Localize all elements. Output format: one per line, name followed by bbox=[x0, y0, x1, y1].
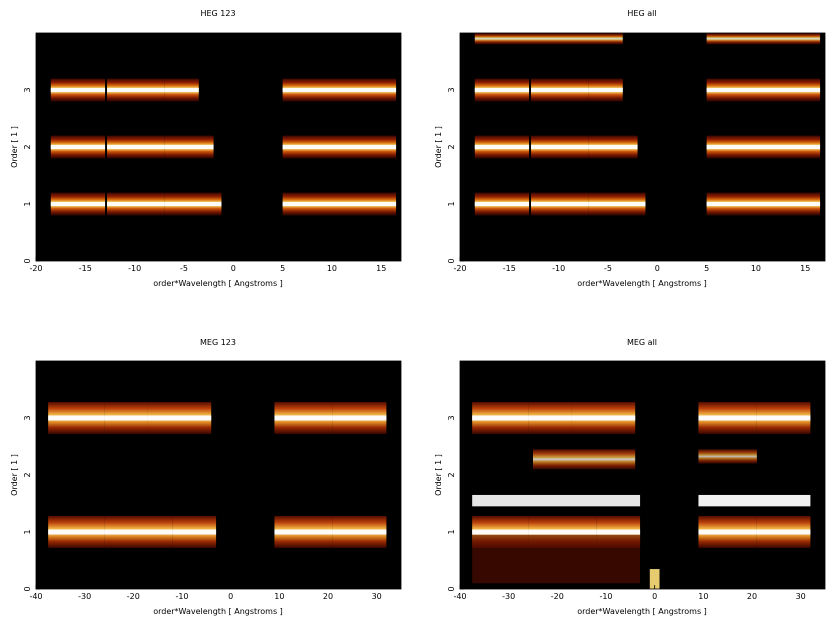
x-tick-label: -5 bbox=[604, 264, 612, 273]
y-tick-label: 3 bbox=[23, 87, 32, 92]
y-tick-label: 1 bbox=[447, 529, 456, 534]
y-tick-label: 1 bbox=[23, 201, 32, 206]
panel-heg-123: HEG 123 -20 -15 -10 -5 0 5 10 15 0 1 2 3 order*Wave… bbox=[10, 9, 402, 288]
y-axis-label: Order [ 1 ] bbox=[434, 126, 443, 168]
x-axis-label: order*Wavelength [ Angstroms ] bbox=[153, 607, 283, 616]
spectral-segment bbox=[698, 449, 757, 464]
x-tick-label: -20 bbox=[29, 264, 42, 273]
image-background bbox=[36, 361, 401, 589]
x-tick-label: 10 bbox=[327, 264, 337, 273]
x-tick-label: 20 bbox=[323, 592, 333, 601]
x-tick-label: -20 bbox=[453, 264, 466, 273]
y-tick-label: 0 bbox=[23, 586, 32, 591]
x-tick-label: -10 bbox=[128, 264, 141, 273]
y-tick-label: 0 bbox=[447, 258, 456, 263]
spectral-segment bbox=[472, 494, 641, 507]
y-tick-label: 3 bbox=[447, 87, 456, 92]
x-tick-label: -40 bbox=[29, 592, 42, 601]
y-tick-label: 1 bbox=[447, 201, 456, 206]
x-tick-label: -10 bbox=[552, 264, 565, 273]
x-tick-label: 15 bbox=[376, 264, 386, 273]
x-axis-label: order*Wavelength [ Angstroms ] bbox=[577, 279, 707, 288]
x-axis-label: order*Wavelength [ Angstroms ] bbox=[153, 279, 283, 288]
y-axis-label: Order [ 1 ] bbox=[10, 126, 19, 168]
x-tick-label: 10 bbox=[274, 592, 284, 601]
y-tick-label: 1 bbox=[23, 529, 32, 534]
y-tick-label: 0 bbox=[447, 586, 456, 591]
x-tick-label: -30 bbox=[502, 592, 515, 601]
x-tick-label: -15 bbox=[79, 264, 92, 273]
x-tick-label: -10 bbox=[175, 592, 188, 601]
y-tick-label: 3 bbox=[447, 415, 456, 420]
chart-title: MEG 123 bbox=[200, 338, 236, 347]
x-tick-label: 20 bbox=[747, 592, 757, 601]
chart-title: MEG all bbox=[627, 338, 657, 347]
x-tick-label: 30 bbox=[796, 592, 806, 601]
spectral-segment bbox=[706, 33, 821, 45]
x-tick-label: -30 bbox=[78, 592, 91, 601]
x-tick-label: 0 bbox=[652, 592, 657, 601]
spectral-segment bbox=[472, 534, 641, 584]
spectral-segment bbox=[698, 494, 811, 507]
y-tick-label: 2 bbox=[447, 144, 456, 149]
x-tick-label: 0 bbox=[231, 264, 236, 273]
x-tick-label: 0 bbox=[228, 592, 233, 601]
x-tick-label: 5 bbox=[704, 264, 709, 273]
x-tick-label: -5 bbox=[180, 264, 188, 273]
panel-heg-all: HEG all -20 -15 -10 -5 0 5 10 15 0 1 2 3 order*Wave… bbox=[434, 9, 826, 288]
chart-title: HEG 123 bbox=[200, 9, 235, 18]
spectral-segment bbox=[533, 449, 636, 470]
x-tick-label: 15 bbox=[800, 264, 810, 273]
x-tick-label: 5 bbox=[280, 264, 285, 273]
spectral-segment bbox=[474, 33, 623, 45]
x-tick-label: -15 bbox=[503, 264, 516, 273]
x-tick-label: -20 bbox=[551, 592, 564, 601]
y-tick-label: 0 bbox=[23, 258, 32, 263]
y-tick-label: 2 bbox=[23, 144, 32, 149]
x-tick-label: 10 bbox=[698, 592, 708, 601]
panel-meg-all: MEG all -40 -30 -20 -10 0 10 20 30 0 1 2 3 order*Wa… bbox=[434, 338, 826, 616]
y-tick-label: 2 bbox=[447, 472, 456, 477]
x-axis-label: order*Wavelength [ Angstroms ] bbox=[577, 607, 707, 616]
chart-title: HEG all bbox=[627, 9, 656, 18]
x-tick-label: -40 bbox=[453, 592, 466, 601]
y-axis-label: Order [ 1 ] bbox=[434, 454, 443, 496]
y-axis-label: Order [ 1 ] bbox=[10, 454, 19, 496]
x-tick-label: -10 bbox=[599, 592, 612, 601]
x-tick-label: 0 bbox=[655, 264, 660, 273]
x-tick-label: 10 bbox=[751, 264, 761, 273]
y-tick-label: 3 bbox=[23, 415, 32, 420]
x-tick-label: -20 bbox=[127, 592, 140, 601]
x-tick-label: 30 bbox=[372, 592, 382, 601]
panel-meg-123: MEG 123 -40 -30 -20 -10 0 10 20 30 0 1 2 3 order*Wa… bbox=[10, 338, 402, 616]
y-tick-label: 2 bbox=[23, 472, 32, 477]
spectral-segment bbox=[649, 569, 660, 589]
